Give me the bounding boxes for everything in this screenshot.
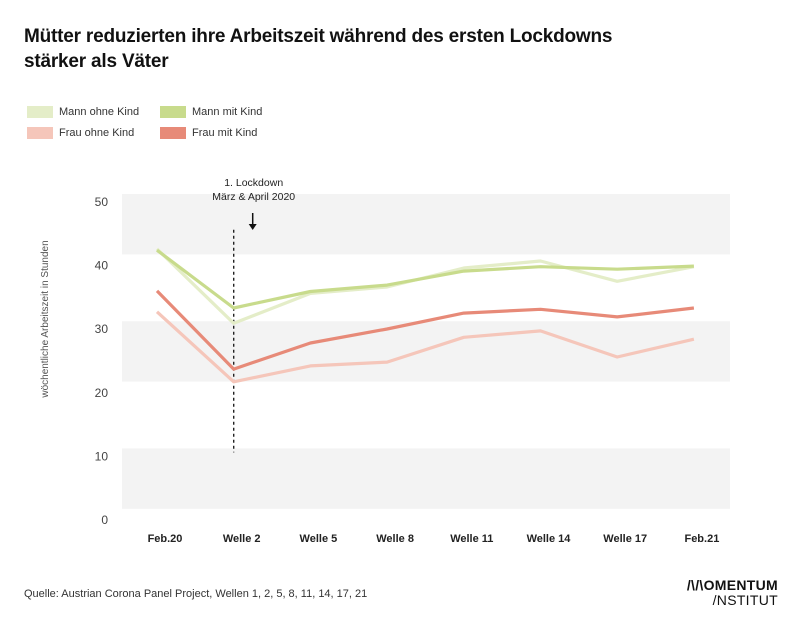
grid-bands [122,194,730,509]
legend: Mann ohne Kind Mann mit Kind Frau ohne K… [27,105,327,145]
legend-item-mann-ohne-kind: Mann ohne Kind [27,105,139,119]
legend-label: Frau ohne Kind [59,127,135,139]
momentum-institut-logo: /\/\OMENTUM /NSTITUT [687,578,778,608]
x-tick-label: Welle 11 [450,533,493,545]
y-tick-label: 50 [95,195,109,209]
legend-item-mann-mit-kind: Mann mit Kind [160,105,262,119]
y-tick-label: 10 [95,449,109,463]
grid-band [122,448,730,509]
series-line-mann-mit-kind [156,248,694,310]
chart-title: Mütter reduzierten ihre Arbeitszeit währ… [24,26,613,72]
series-line-frau-ohne-kind [155,310,695,384]
legend-swatch [160,106,186,118]
legend-swatch [160,127,186,139]
legend-label: Mann ohne Kind [59,106,140,118]
x-tick-label: Welle 8 [376,533,414,545]
x-tick-label: Welle 5 [300,533,338,545]
series-line-mann-ohne-kind [155,247,695,325]
annotation-line2: März & April 2020 [212,191,295,203]
annotation-line1: 1. Lockdown [224,177,283,189]
x-tick-label: Welle 14 [527,533,572,545]
series-lines [155,247,695,384]
logo-line2: /NSTITUT [712,592,778,608]
x-tick-label: Welle 2 [223,533,261,545]
y-tick-label: 0 [101,513,108,527]
logo-line1: /\/\OMENTUM [686,577,778,593]
arrow-down-icon [248,213,257,230]
series-line-frau-mit-kind [155,289,695,371]
y-tick-label: 20 [95,386,109,400]
x-tick-label: Feb.20 [148,533,183,545]
y-tick-label: 30 [95,322,109,336]
legend-swatch [27,106,53,118]
source-note: Quelle: Austrian Corona Panel Project, W… [24,588,368,600]
x-tick-label: Welle 17 [603,533,647,545]
x-axis-ticks: Feb.20 Welle 2 Welle 5 Welle 8 Welle 11 Welle… [148,533,720,545]
y-tick-label: 40 [95,259,109,273]
legend-swatch [27,127,53,139]
y-axis-ticks: 0 10 20 30 40 50 [95,195,109,527]
grid-band [122,194,730,255]
legend-label: Mann mit Kind [192,106,263,118]
legend-item-frau-mit-kind: Frau mit Kind [160,126,257,140]
legend-label: Frau mit Kind [192,127,258,139]
legend-item-frau-ohne-kind: Frau ohne Kind [27,126,134,140]
lockdown-annotation: 1. Lockdown März & April 2020 [212,177,295,453]
x-tick-label: Feb.21 [684,533,719,545]
y-axis-label: wöchentliche Arbeitszeit in Stunden [40,240,51,398]
